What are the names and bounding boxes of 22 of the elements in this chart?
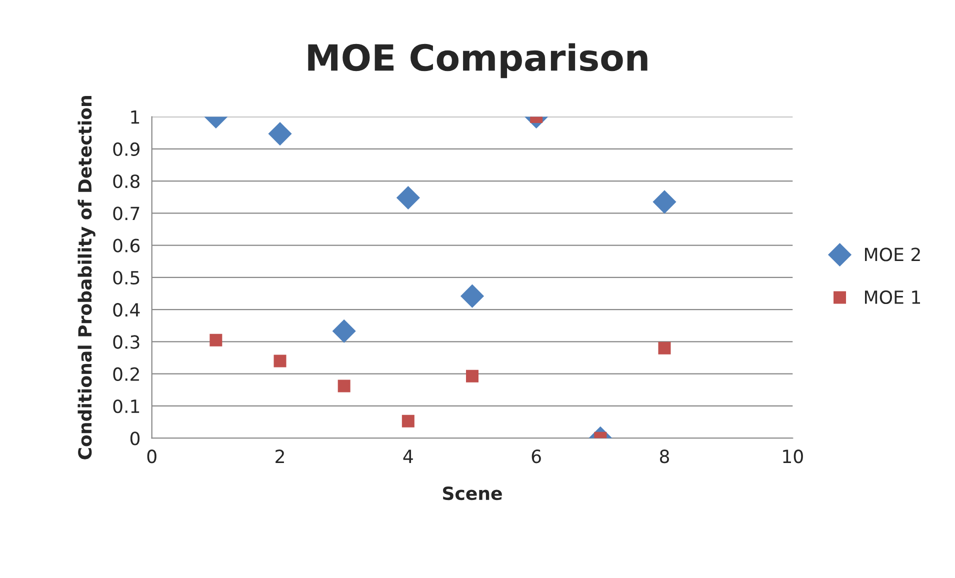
x-tick-label: 0 bbox=[147, 450, 156, 464]
legend-label: MOE 1 bbox=[865, 290, 920, 304]
y-tick-label: 0.2 bbox=[113, 367, 139, 381]
y-tick-label: 0.9 bbox=[113, 142, 140, 156]
y-tick-label: 0 bbox=[130, 432, 140, 446]
y-axis-title: Conditional Probability of Detection bbox=[78, 96, 96, 460]
x-axis-title: Scene bbox=[443, 486, 502, 500]
x-tick-label: 10 bbox=[783, 450, 803, 464]
y-tick-label: 0.4 bbox=[113, 303, 140, 317]
y-tick-label: 0.6 bbox=[113, 238, 140, 252]
x-tick-label: 6 bbox=[532, 450, 541, 464]
y-tick-label: 1 bbox=[131, 110, 140, 124]
chart-title: MOE Comparison bbox=[308, 43, 648, 78]
y-tick-label: 0.1 bbox=[113, 399, 140, 414]
legend-label: MOE 2 bbox=[865, 248, 920, 262]
y-tick-label: 0.7 bbox=[113, 206, 140, 220]
x-tick-label: 4 bbox=[403, 450, 413, 463]
y-tick-label: 0.3 bbox=[113, 335, 140, 349]
x-tick-label: 2 bbox=[276, 450, 284, 463]
y-tick-label: 0.5 bbox=[113, 270, 140, 285]
x-tick-label: 8 bbox=[660, 450, 669, 464]
y-tick-label: 0.8 bbox=[113, 174, 140, 188]
